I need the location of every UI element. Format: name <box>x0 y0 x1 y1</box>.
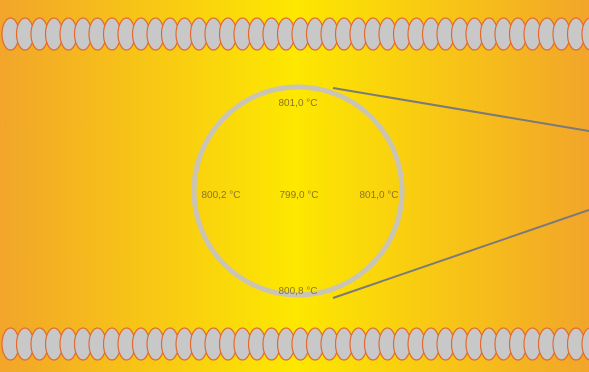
temperature-right: 801,0 °C <box>359 190 398 201</box>
temperature-bottom: 800,8 °C <box>278 286 317 297</box>
temperature-left: 800,2 °C <box>201 190 240 201</box>
coil-loop <box>581 327 589 361</box>
pointer-line-bottom <box>332 209 589 299</box>
heating-coil-bottom <box>1 327 589 361</box>
temperature-top: 801,0 °C <box>278 98 317 109</box>
pointer-line-top <box>332 87 589 132</box>
measurement-circle <box>191 84 405 298</box>
temperature-center: 799,0 °C <box>279 190 318 201</box>
coil-loop <box>581 17 589 51</box>
heating-coil-top <box>1 17 589 51</box>
